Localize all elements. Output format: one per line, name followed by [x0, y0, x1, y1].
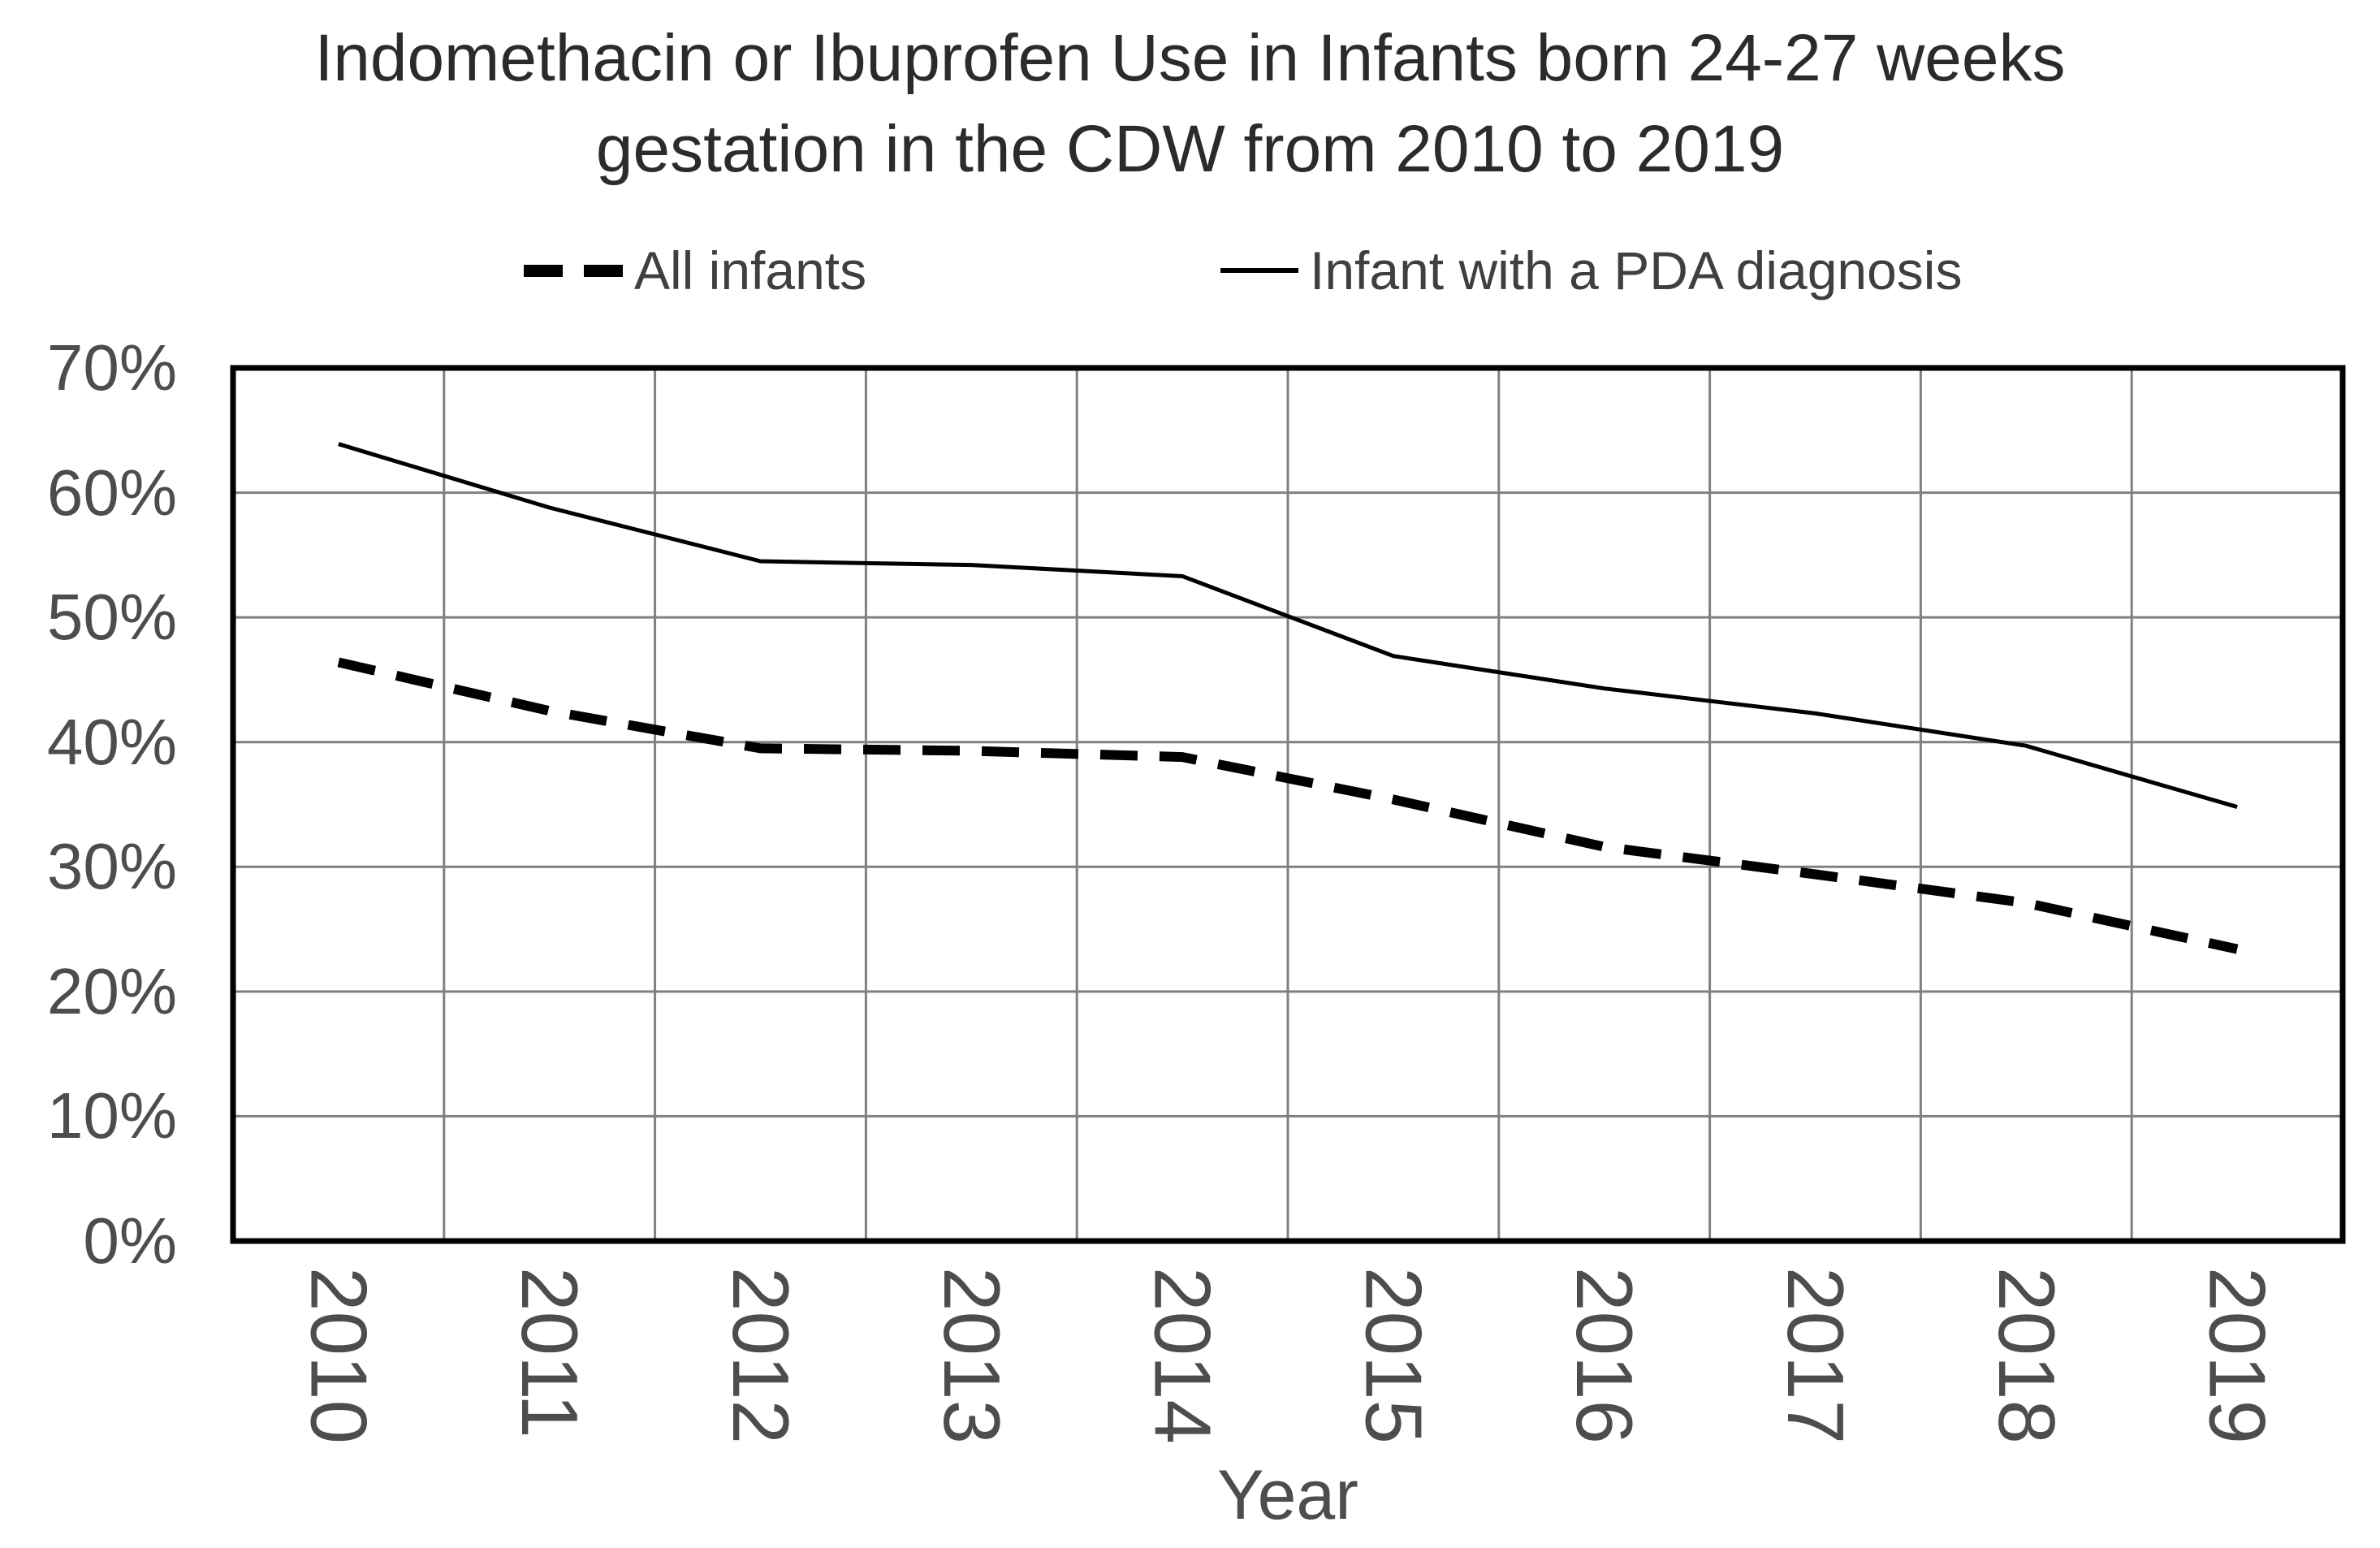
y-tick-label: 20%	[46, 954, 177, 1027]
chart-title-line1: Indomethacin or Ibuprofen Use in Infants…	[314, 21, 2066, 95]
x-tick-label: 2011	[505, 1267, 595, 1438]
chart-title: Indomethacin or Ibuprofen Use in Infants…	[0, 13, 2380, 195]
y-tick-label: 10%	[46, 1079, 177, 1152]
x-tick-label: 2012	[716, 1267, 806, 1445]
x-tick-label: 2010	[294, 1267, 384, 1445]
x-tick-label: 2015	[1349, 1267, 1439, 1445]
legend-label-pda: Infant with a PDA diagnosis	[1310, 240, 1963, 301]
y-tick-label: 50%	[46, 581, 177, 654]
x-tick-label: 2016	[1560, 1267, 1650, 1445]
x-tick-label: 2018	[1981, 1267, 2071, 1445]
series-line-dashed	[337, 657, 2239, 954]
series-line-solid	[338, 442, 2238, 809]
legend-item-all-infants: All infants	[524, 233, 866, 308]
legend-dashed-line-sample	[524, 264, 623, 277]
legend-solid-line-sample	[1220, 268, 1298, 273]
legend-label-all-infants: All infants	[634, 240, 867, 301]
chart-title-line2: gestation in the CDW from 2010 to 2019	[595, 112, 1785, 186]
legend-item-pda: Infant with a PDA diagnosis	[1220, 233, 1962, 308]
x-tick-label: 2019	[2192, 1267, 2283, 1445]
y-tick-label: 0%	[83, 1204, 177, 1277]
x-tick-label: 2017	[1771, 1267, 1860, 1445]
y-tick-label: 60%	[46, 456, 177, 529]
x-tick-label: 2014	[1138, 1267, 1228, 1445]
y-tick-label: 70%	[46, 331, 177, 404]
x-axis-title: Year	[1217, 1456, 1358, 1534]
y-tick-label: 30%	[46, 830, 177, 903]
y-tick-label: 40%	[46, 705, 177, 778]
x-tick-label: 2013	[927, 1267, 1017, 1445]
plot-border	[230, 365, 2346, 1244]
